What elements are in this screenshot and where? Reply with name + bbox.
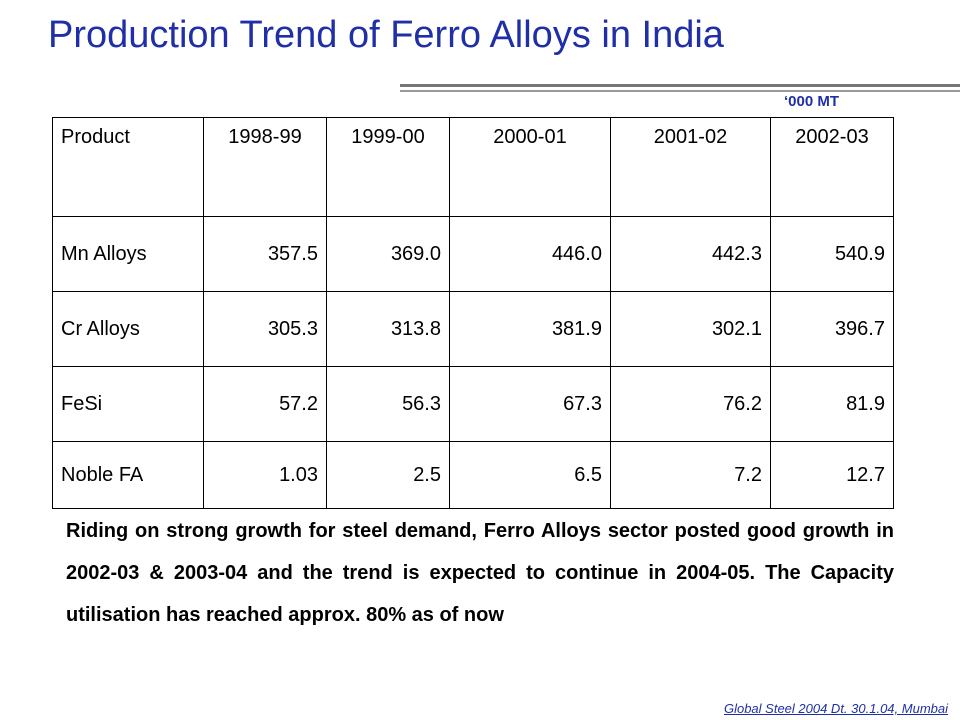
header-cell: 2002-03 (770, 117, 894, 217)
value-cell: 540.9 (770, 216, 894, 292)
value-cell: 396.7 (770, 291, 894, 367)
product-cell: Mn Alloys (52, 216, 204, 292)
value-cell: 305.3 (203, 291, 327, 367)
value-cell: 302.1 (610, 291, 771, 367)
value-cell: 313.8 (326, 291, 450, 367)
product-cell: Cr Alloys (52, 291, 204, 367)
title-rule-bottom (400, 90, 960, 92)
product-cell: Noble FA (52, 441, 204, 509)
summary-paragraph: Riding on strong growth for steel demand… (66, 520, 894, 626)
value-cell: 76.2 (610, 366, 771, 442)
production-table: Product 1998-99 1999-00 2000-01 2001-02 … (52, 117, 894, 509)
value-cell: 12.7 (770, 441, 894, 509)
slide-title: Production Trend of Ferro Alloys in Indi… (48, 14, 724, 56)
value-cell: 442.3 (610, 216, 771, 292)
unit-label: ‘000 MT (784, 93, 840, 110)
table-row: FeSi 57.2 56.3 67.3 76.2 81.9 (52, 366, 894, 442)
table-row: Cr Alloys 305.3 313.8 381.9 302.1 396.7 (52, 291, 894, 367)
value-cell: 357.5 (203, 216, 327, 292)
product-cell: FeSi (52, 366, 204, 442)
value-cell: 446.0 (449, 216, 611, 292)
header-cell: 1999-00 (326, 117, 450, 217)
value-cell: 7.2 (610, 441, 771, 509)
header-cell: 1998-99 (203, 117, 327, 217)
value-cell: 56.3 (326, 366, 450, 442)
value-cell: 57.2 (203, 366, 327, 442)
value-cell: 67.3 (449, 366, 611, 442)
header-cell: 2001-02 (610, 117, 771, 217)
value-cell: 1.03 (203, 441, 327, 509)
table-header-row: Product 1998-99 1999-00 2000-01 2001-02 … (52, 117, 894, 217)
title-rule-top (400, 84, 960, 87)
value-cell: 2.5 (326, 441, 450, 509)
header-cell: 2000-01 (449, 117, 611, 217)
value-cell: 6.5 (449, 441, 611, 509)
value-cell: 369.0 (326, 216, 450, 292)
table-row: Noble FA 1.03 2.5 6.5 7.2 12.7 (52, 441, 894, 509)
value-cell: 81.9 (770, 366, 894, 442)
header-cell: Product (52, 117, 204, 217)
value-cell: 381.9 (449, 291, 611, 367)
source-footer: Global Steel 2004 Dt. 30.1.04, Mumbai (723, 701, 948, 716)
table-row: Mn Alloys 357.5 369.0 446.0 442.3 540.9 (52, 216, 894, 292)
